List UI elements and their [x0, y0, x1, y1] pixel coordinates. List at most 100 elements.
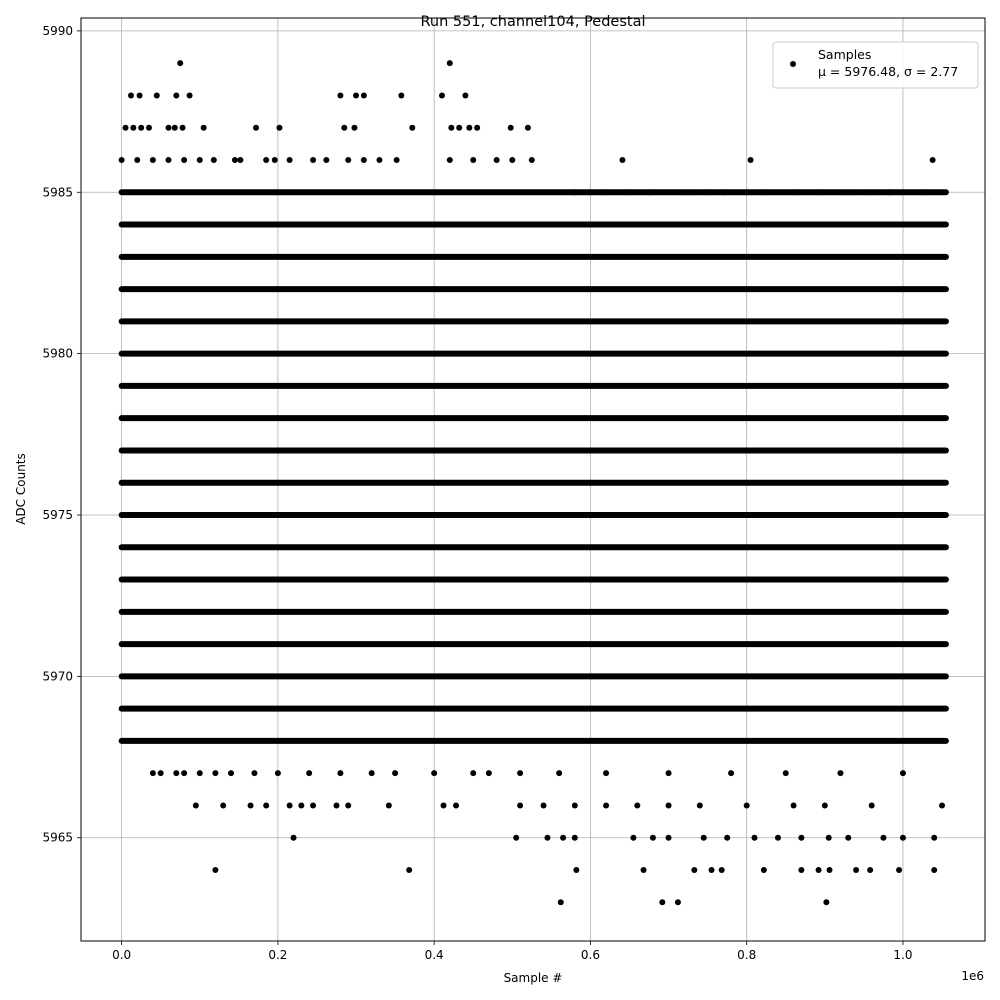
scatter-point	[640, 867, 647, 873]
scatter-point	[659, 899, 666, 906]
scatter-point	[251, 770, 258, 777]
scatter-point	[353, 92, 360, 99]
scatter-point	[360, 157, 367, 163]
x-tick-label: 0.0	[112, 948, 131, 962]
scatter-point	[186, 92, 193, 99]
scatter-point	[845, 834, 852, 841]
scatter-point	[760, 867, 767, 873]
scatter-point	[665, 802, 672, 809]
scatter-point	[263, 802, 270, 809]
scatter-point	[867, 867, 874, 873]
x-tick-label: 0.8	[737, 948, 756, 962]
scatter-point	[181, 770, 188, 777]
scatter-point	[431, 770, 438, 777]
scatter-point	[470, 770, 477, 777]
scatter-point	[360, 92, 367, 99]
scatter-point	[448, 124, 455, 131]
y-tick-label: 5965	[42, 831, 73, 845]
scatter-point	[720, 189, 727, 196]
scatter-point	[691, 867, 698, 873]
scatter-point	[157, 770, 164, 777]
scatter-point	[826, 867, 833, 873]
legend-series-name: Samples	[818, 47, 871, 62]
scatter-point	[899, 770, 906, 777]
scatter-point	[323, 157, 330, 163]
scatter-point	[931, 834, 938, 841]
scatter-point	[212, 770, 219, 777]
scatter-point	[210, 157, 217, 163]
scatter-point	[138, 124, 145, 131]
scatter-point	[798, 867, 805, 873]
legend-series-stats: μ = 5976.48, σ = 2.77	[818, 64, 958, 79]
scatter-point	[298, 802, 305, 809]
scatter-point	[212, 867, 219, 873]
scatter-point	[134, 157, 141, 163]
x-axis-multiplier: 1e6	[961, 969, 984, 983]
scatter-point	[724, 834, 731, 841]
scatter-point	[474, 124, 481, 131]
scatter-point	[837, 770, 844, 777]
scatter-point	[685, 189, 692, 196]
scatter-point	[626, 189, 633, 196]
scatter-point	[173, 770, 180, 777]
scatter-point	[165, 157, 172, 163]
scatter-point	[247, 802, 254, 809]
scatter-point	[306, 770, 313, 777]
tick-layer: 0.0 0.2 0.4 0.6 0.8 1.0 5965 5970 5975 5980 5985 59…	[42, 24, 912, 962]
scatter-point	[392, 770, 399, 777]
scatter-point	[524, 124, 531, 131]
scatter-point	[333, 802, 340, 809]
scatter-point	[179, 124, 186, 131]
plot-frame	[80, 17, 986, 942]
scatter-point	[853, 867, 860, 873]
scatter-point	[603, 770, 610, 777]
scatter-point	[815, 867, 822, 873]
scatter-point	[790, 802, 797, 809]
scatter-point	[351, 124, 358, 131]
scatter-point	[200, 124, 207, 131]
scatter-point	[253, 124, 260, 131]
scatter-point	[493, 157, 500, 163]
scatter-point	[544, 834, 551, 841]
scatter-point	[557, 899, 564, 906]
scatter-point	[513, 834, 520, 841]
scatter-point	[153, 92, 160, 99]
scatter-point	[276, 124, 283, 131]
x-tick-label: 0.2	[268, 948, 287, 962]
scatter-point	[560, 834, 567, 841]
scatter-point	[274, 770, 281, 777]
scatter-point	[868, 802, 875, 809]
scatter-point	[177, 60, 184, 67]
data-layer	[118, 60, 949, 906]
scatter-point	[345, 157, 352, 163]
scatter-point	[290, 834, 297, 841]
scatter-point	[931, 867, 938, 873]
y-axis-label: ADC Counts	[14, 453, 28, 525]
scatter-point	[181, 157, 188, 163]
scatter-point	[899, 834, 906, 841]
scatter-point	[173, 92, 180, 99]
scatter-point	[466, 124, 473, 131]
scatter-point	[700, 834, 707, 841]
x-tick-label: 1.0	[893, 948, 912, 962]
scatter-point	[603, 189, 610, 196]
scatter-point	[231, 157, 238, 163]
scatter-point	[310, 802, 317, 809]
y-tick-label: 5985	[42, 185, 73, 199]
scatter-point	[571, 189, 578, 196]
scatter-point	[708, 867, 715, 873]
scatter-point	[128, 92, 135, 99]
scatter-point	[517, 802, 524, 809]
scatter-point	[440, 802, 447, 809]
scatter-point	[165, 124, 172, 131]
x-tick-label: 0.4	[425, 948, 444, 962]
scatter-point	[345, 802, 352, 809]
scatter-point	[556, 770, 563, 777]
scatter-point	[674, 899, 681, 906]
scatter-point	[929, 157, 936, 163]
scatter-point	[228, 770, 235, 777]
scatter-point	[747, 157, 754, 163]
scatter-point	[634, 802, 641, 809]
